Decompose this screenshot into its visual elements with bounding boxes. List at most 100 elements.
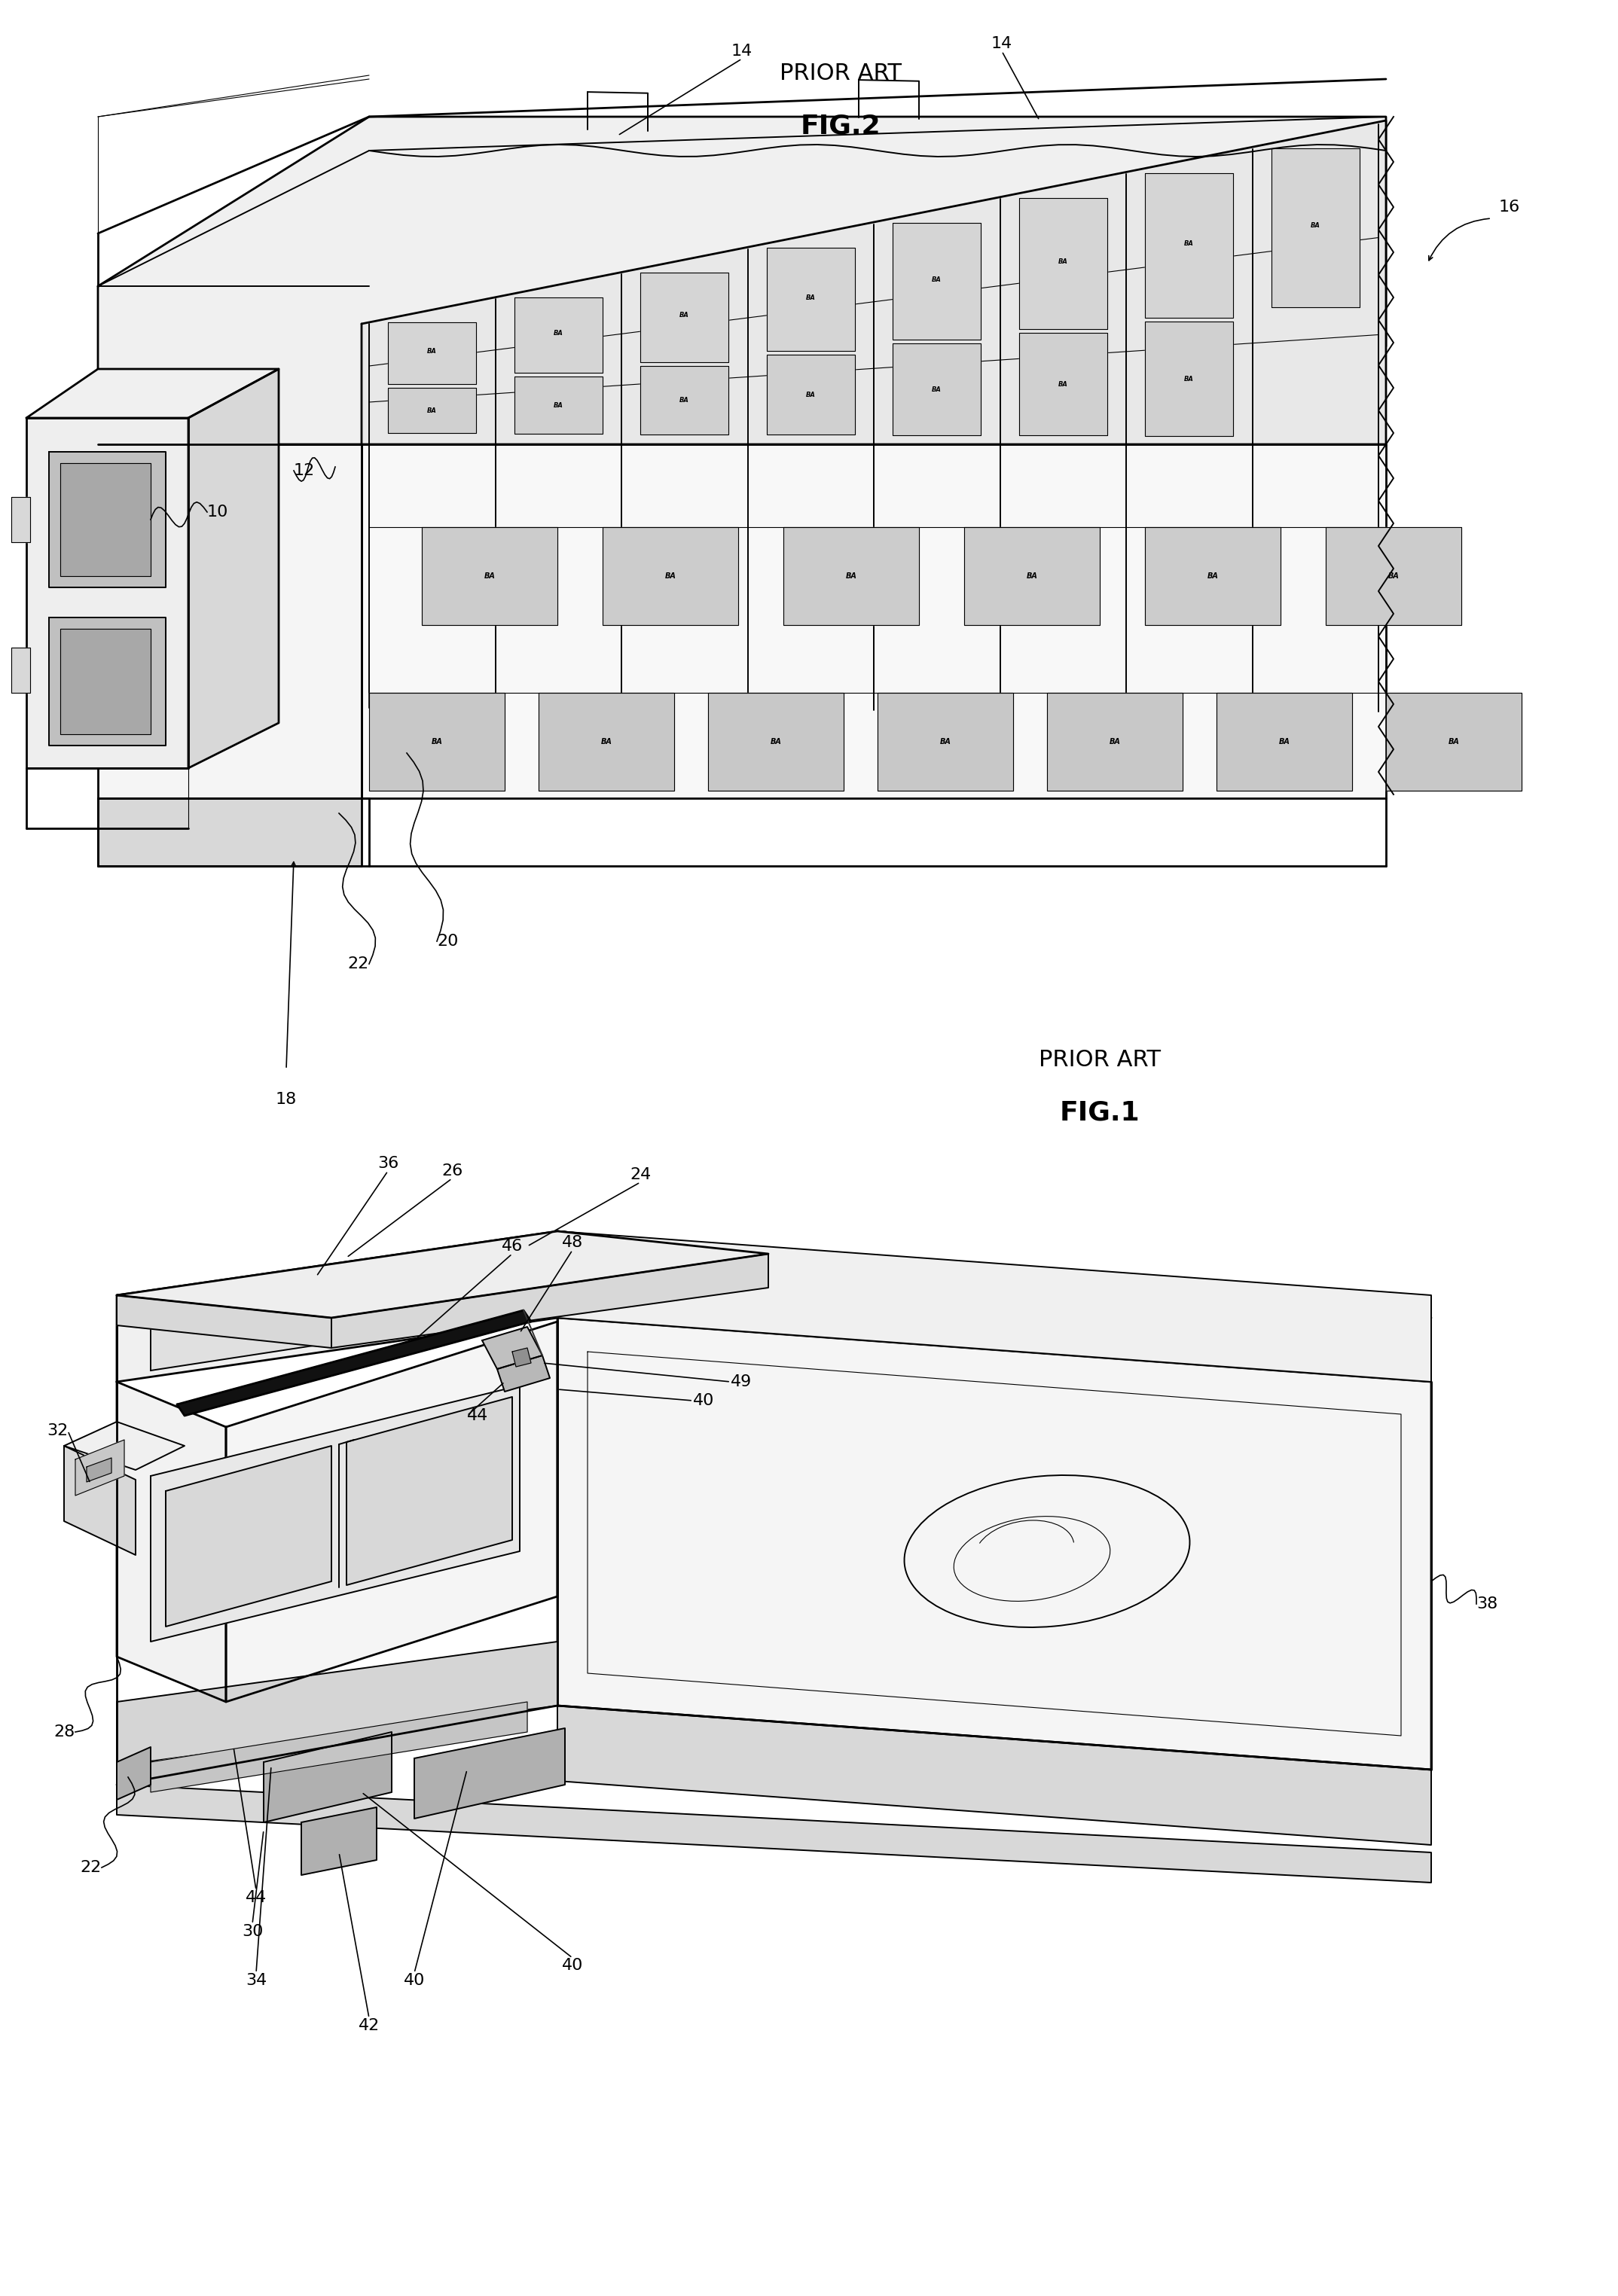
Polygon shape xyxy=(388,388,476,434)
Text: 22: 22 xyxy=(348,957,369,971)
Text: BA: BA xyxy=(1184,377,1194,383)
Text: BA: BA xyxy=(665,572,676,581)
Text: BA: BA xyxy=(1110,737,1120,746)
Polygon shape xyxy=(11,496,31,542)
Text: 49: 49 xyxy=(731,1375,752,1389)
Polygon shape xyxy=(99,799,361,866)
Text: BA: BA xyxy=(770,737,781,746)
Text: 40: 40 xyxy=(693,1394,715,1407)
Text: 46: 46 xyxy=(502,1240,523,1254)
Polygon shape xyxy=(116,1747,150,1800)
Polygon shape xyxy=(264,1731,392,1823)
Text: BA: BA xyxy=(680,397,689,404)
Polygon shape xyxy=(539,693,675,790)
Polygon shape xyxy=(361,119,1387,445)
Polygon shape xyxy=(60,464,150,576)
Text: BA: BA xyxy=(1388,572,1400,581)
Polygon shape xyxy=(76,1440,125,1495)
Polygon shape xyxy=(893,344,981,436)
Polygon shape xyxy=(602,528,738,625)
Polygon shape xyxy=(515,377,602,434)
Polygon shape xyxy=(767,354,854,434)
Polygon shape xyxy=(877,693,1013,790)
Polygon shape xyxy=(422,528,558,625)
Polygon shape xyxy=(414,1729,565,1818)
Polygon shape xyxy=(99,445,361,799)
Polygon shape xyxy=(116,1642,558,1766)
Text: 16: 16 xyxy=(1498,200,1521,214)
Polygon shape xyxy=(26,370,278,418)
Polygon shape xyxy=(1146,172,1233,319)
Text: BA: BA xyxy=(932,276,942,282)
Polygon shape xyxy=(783,528,919,625)
Text: BA: BA xyxy=(1278,737,1290,746)
Polygon shape xyxy=(116,1231,769,1318)
Text: 38: 38 xyxy=(1476,1596,1498,1612)
Text: 44: 44 xyxy=(246,1890,267,1906)
Text: 24: 24 xyxy=(629,1166,650,1182)
Text: 32: 32 xyxy=(47,1424,68,1437)
Text: 14: 14 xyxy=(992,37,1013,51)
Polygon shape xyxy=(150,1701,527,1793)
Text: 40: 40 xyxy=(403,1972,426,1988)
Polygon shape xyxy=(176,1311,531,1417)
Polygon shape xyxy=(150,1249,519,1371)
Polygon shape xyxy=(388,324,476,383)
Polygon shape xyxy=(1019,333,1107,436)
Text: BA: BA xyxy=(1058,381,1068,388)
Text: BA: BA xyxy=(484,572,495,581)
Polygon shape xyxy=(641,365,728,434)
Polygon shape xyxy=(116,1295,332,1348)
Text: 48: 48 xyxy=(561,1235,582,1249)
Polygon shape xyxy=(964,528,1100,625)
Text: 14: 14 xyxy=(731,44,752,60)
Text: PRIOR ART: PRIOR ART xyxy=(780,62,901,85)
Text: 42: 42 xyxy=(359,2018,380,2034)
Text: FIG.2: FIG.2 xyxy=(801,113,880,138)
Text: 26: 26 xyxy=(442,1164,463,1178)
Text: FIG.1: FIG.1 xyxy=(1060,1100,1141,1125)
Text: BA: BA xyxy=(1311,223,1320,230)
Text: 30: 30 xyxy=(241,1924,264,1940)
Text: BA: BA xyxy=(553,402,563,409)
Text: BA: BA xyxy=(1207,572,1218,581)
Polygon shape xyxy=(641,273,728,363)
Polygon shape xyxy=(87,1458,112,1481)
Polygon shape xyxy=(1146,321,1233,436)
Polygon shape xyxy=(49,452,165,588)
Polygon shape xyxy=(227,1322,558,1701)
Text: BA: BA xyxy=(932,386,942,393)
Polygon shape xyxy=(893,223,981,340)
Polygon shape xyxy=(150,1384,519,1642)
Text: 44: 44 xyxy=(468,1407,489,1424)
Polygon shape xyxy=(497,1355,550,1391)
Polygon shape xyxy=(188,370,278,769)
Polygon shape xyxy=(99,117,1387,445)
Polygon shape xyxy=(11,647,31,693)
Text: BA: BA xyxy=(1026,572,1037,581)
Polygon shape xyxy=(65,1421,184,1469)
Text: BA: BA xyxy=(680,312,689,319)
Text: 28: 28 xyxy=(53,1724,76,1740)
Polygon shape xyxy=(767,248,854,351)
Text: BA: BA xyxy=(1058,257,1068,264)
Text: 18: 18 xyxy=(275,1093,296,1107)
Polygon shape xyxy=(515,298,602,372)
Polygon shape xyxy=(513,1348,531,1366)
Text: PRIOR ART: PRIOR ART xyxy=(1039,1049,1160,1072)
Polygon shape xyxy=(116,1382,227,1701)
Polygon shape xyxy=(49,618,165,746)
Polygon shape xyxy=(1019,197,1107,328)
Text: 40: 40 xyxy=(561,1958,582,1972)
Polygon shape xyxy=(65,1446,136,1554)
Polygon shape xyxy=(369,693,505,790)
Polygon shape xyxy=(558,1706,1432,1846)
Polygon shape xyxy=(26,418,188,769)
Text: 20: 20 xyxy=(437,934,458,948)
Polygon shape xyxy=(1387,693,1521,790)
Text: 12: 12 xyxy=(294,464,316,478)
Text: BA: BA xyxy=(600,737,612,746)
Polygon shape xyxy=(709,693,843,790)
Text: 34: 34 xyxy=(246,1972,267,1988)
Polygon shape xyxy=(346,1396,513,1584)
